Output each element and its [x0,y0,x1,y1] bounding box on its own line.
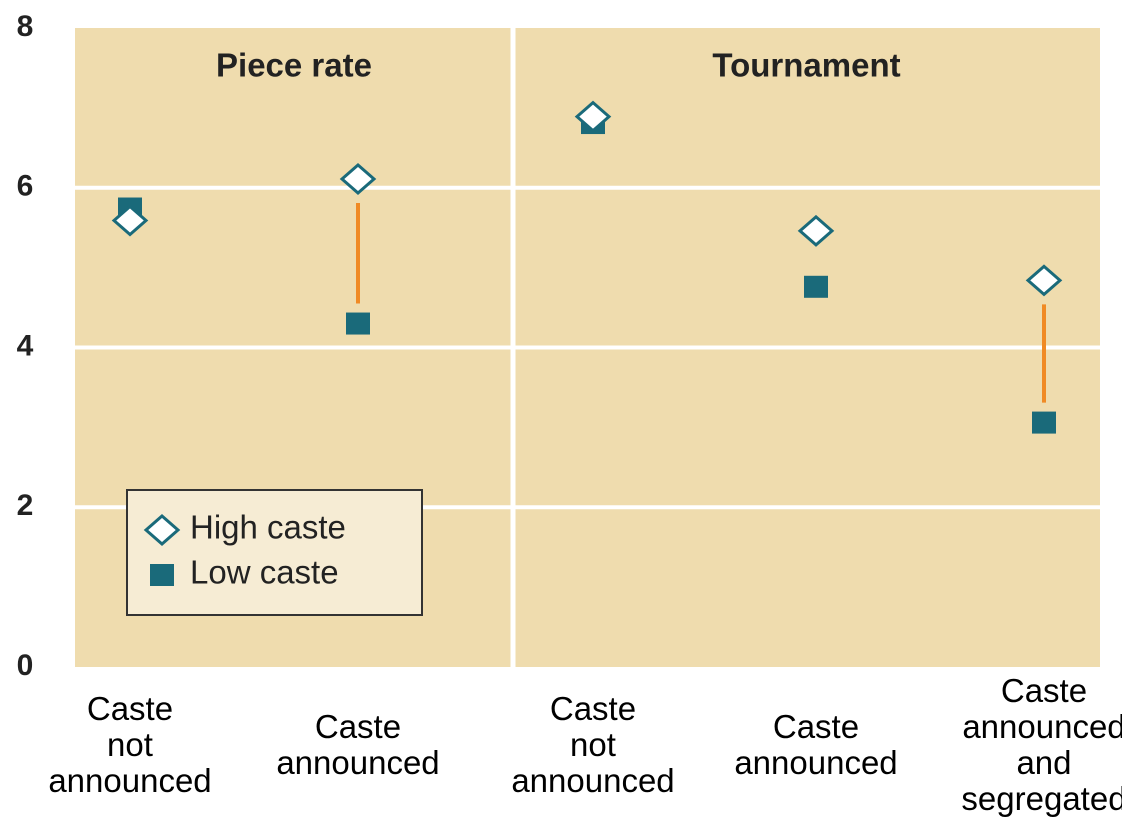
diamond-marker [1025,264,1063,297]
panel-title: Piece rate [216,47,372,84]
y-tick-label: 8 [17,10,34,43]
square-marker [1032,411,1056,434]
diamond-marker [111,204,149,237]
y-tick-label: 4 [17,329,34,362]
legend-marker [150,564,174,586]
legend-label: Low caste [190,554,339,591]
y-tick-label: 0 [17,649,34,682]
x-tick-label: Caste announced and segregated [961,672,1122,817]
x-tick-label: Caste announced [276,708,440,781]
x-tick-label: Caste announced [734,708,898,781]
x-tick-label: Caste not announced [48,690,212,799]
legend-marker [143,514,181,546]
y-tick-label: 6 [17,170,34,203]
square-marker [346,312,370,335]
panel-title: Tournament [712,47,900,84]
diamond-marker [797,214,835,247]
square-marker [804,275,828,298]
x-tick-label: Caste not announced [511,690,675,799]
diamond-marker [574,100,612,133]
legend-box [126,489,423,616]
legend-label: High caste [190,509,346,546]
diamond-marker [339,162,377,195]
y-tick-label: 2 [17,489,34,522]
